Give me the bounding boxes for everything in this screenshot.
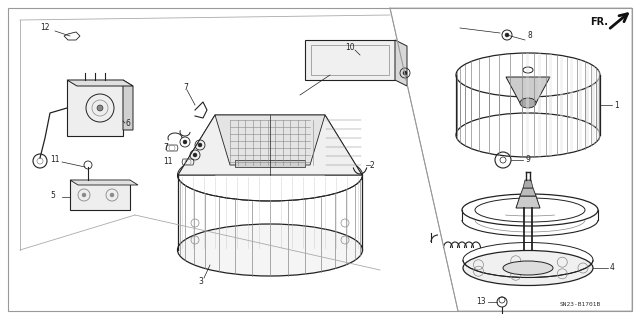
Circle shape — [183, 140, 187, 144]
Polygon shape — [70, 180, 138, 185]
Polygon shape — [592, 84, 595, 144]
Polygon shape — [526, 53, 529, 113]
Polygon shape — [305, 40, 395, 80]
Text: 8: 8 — [527, 32, 532, 41]
Text: 13: 13 — [476, 298, 486, 307]
Ellipse shape — [177, 224, 362, 276]
Polygon shape — [586, 63, 589, 123]
Polygon shape — [67, 80, 123, 136]
Polygon shape — [523, 180, 533, 188]
Ellipse shape — [463, 250, 593, 286]
Text: 1: 1 — [614, 100, 619, 109]
Polygon shape — [560, 94, 563, 154]
Polygon shape — [596, 70, 599, 130]
Polygon shape — [215, 115, 325, 165]
Text: SN23-B1701B: SN23-B1701B — [560, 302, 601, 308]
Polygon shape — [526, 97, 529, 157]
Polygon shape — [178, 115, 215, 175]
Polygon shape — [570, 58, 573, 118]
Polygon shape — [506, 77, 550, 103]
Text: 11: 11 — [50, 155, 60, 165]
Text: 10: 10 — [345, 42, 355, 51]
Polygon shape — [560, 56, 563, 116]
Polygon shape — [579, 60, 582, 120]
Text: 5: 5 — [50, 190, 55, 199]
Circle shape — [82, 193, 86, 197]
Text: 7: 7 — [163, 144, 168, 152]
Polygon shape — [579, 90, 582, 150]
Polygon shape — [520, 188, 536, 196]
Polygon shape — [598, 77, 601, 137]
Text: 4: 4 — [610, 263, 615, 272]
Circle shape — [403, 71, 407, 75]
Circle shape — [198, 143, 202, 147]
Text: 12: 12 — [40, 24, 49, 33]
Polygon shape — [123, 80, 133, 130]
Polygon shape — [178, 115, 362, 175]
Circle shape — [97, 105, 103, 111]
Polygon shape — [395, 40, 407, 86]
Ellipse shape — [503, 261, 553, 275]
Polygon shape — [592, 66, 595, 126]
Text: FR.: FR. — [590, 17, 608, 27]
Polygon shape — [235, 160, 305, 167]
Polygon shape — [70, 180, 130, 210]
Ellipse shape — [520, 98, 536, 108]
Polygon shape — [586, 87, 589, 147]
Text: 7: 7 — [183, 84, 188, 93]
Text: 6: 6 — [125, 118, 130, 128]
Text: 9: 9 — [525, 155, 530, 165]
Text: 3: 3 — [198, 278, 203, 286]
Polygon shape — [549, 54, 552, 114]
Circle shape — [193, 153, 197, 157]
Polygon shape — [598, 73, 601, 133]
Circle shape — [505, 33, 509, 37]
Text: 11: 11 — [163, 158, 173, 167]
Polygon shape — [538, 97, 541, 157]
Polygon shape — [549, 96, 552, 156]
Polygon shape — [67, 80, 133, 86]
Polygon shape — [570, 93, 573, 152]
Polygon shape — [596, 80, 599, 140]
Text: 2: 2 — [370, 160, 375, 169]
Polygon shape — [325, 115, 362, 175]
Circle shape — [110, 193, 114, 197]
Polygon shape — [516, 196, 540, 208]
Polygon shape — [538, 53, 541, 113]
